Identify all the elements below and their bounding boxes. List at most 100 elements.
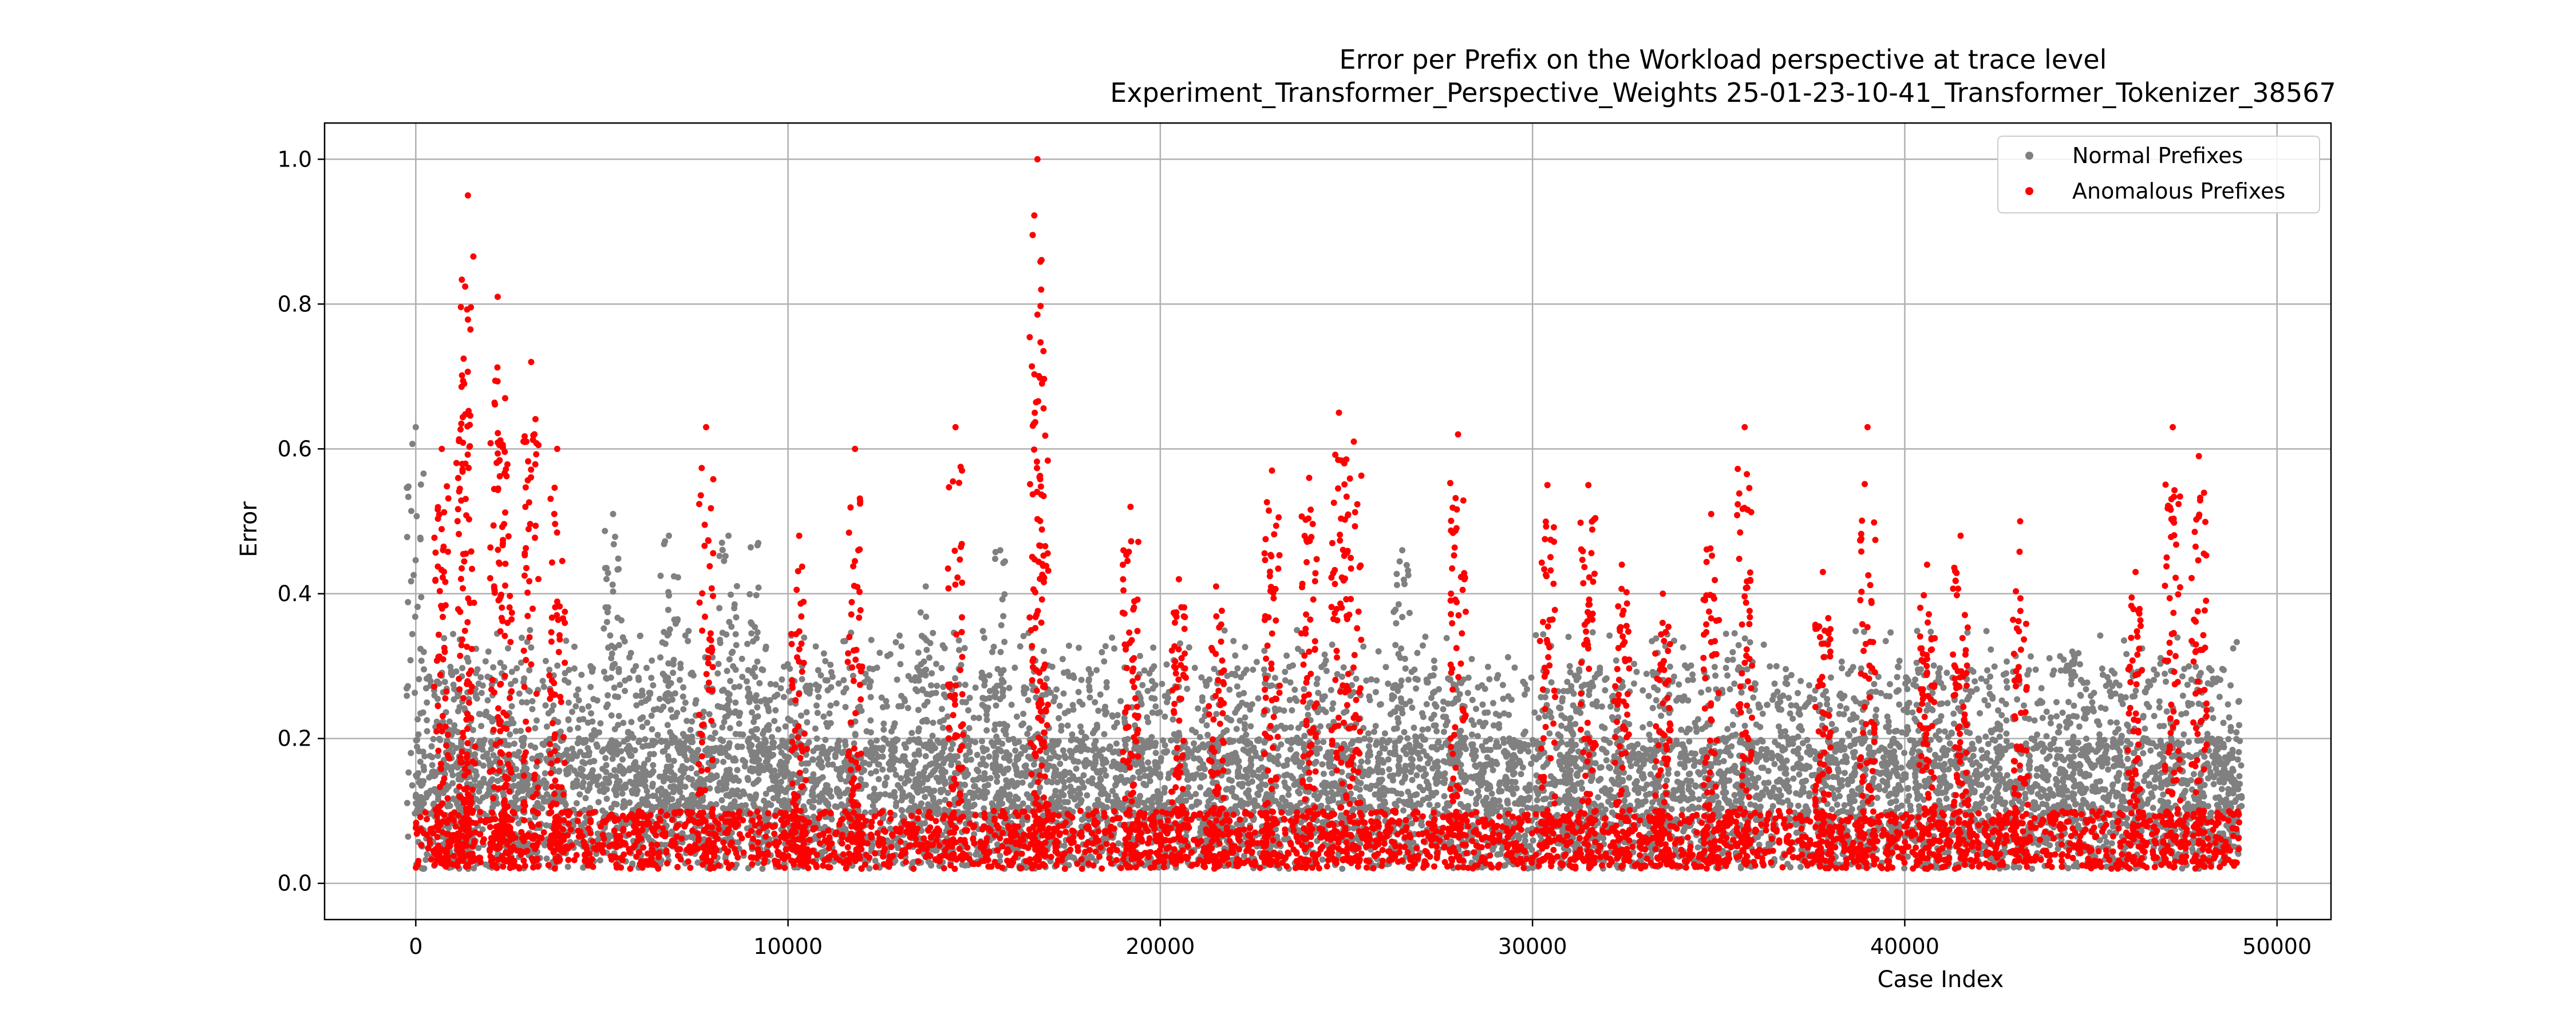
normal-point <box>588 770 595 777</box>
normal-point <box>1520 678 1527 685</box>
normal-point <box>1405 676 1412 683</box>
normal-point <box>1836 793 1843 799</box>
normal-point <box>1484 786 1491 793</box>
normal-point <box>765 708 772 715</box>
normal-point <box>1247 723 1254 730</box>
normal-point <box>726 656 733 663</box>
normal-point <box>1901 865 1908 871</box>
normal-point <box>1415 800 1421 807</box>
normal-point <box>1431 657 1437 664</box>
normal-point <box>1689 676 1696 683</box>
normal-point <box>526 667 533 674</box>
normal-point <box>1356 786 1363 793</box>
normal-point <box>429 754 436 760</box>
normal-point <box>1129 774 1136 781</box>
normal-point <box>1603 749 1610 756</box>
normal-point <box>1057 803 1064 810</box>
normal-point <box>1982 805 1988 812</box>
normal-point <box>478 723 485 730</box>
normal-point <box>1261 666 1267 673</box>
normal-point <box>1499 682 1506 688</box>
normal-point <box>1196 765 1203 772</box>
normal-point <box>415 731 422 738</box>
normal-point <box>903 744 909 751</box>
normal-point <box>512 728 519 735</box>
normal-point <box>2109 802 2116 809</box>
normal-point <box>2038 685 2045 692</box>
normal-point <box>1160 737 1167 744</box>
normal-point <box>1420 714 1427 720</box>
normal-point <box>1329 641 1336 648</box>
normal-point <box>490 664 497 671</box>
normal-point <box>1626 774 1633 781</box>
normal-point <box>1319 856 1326 863</box>
normal-point <box>1771 680 1778 687</box>
normal-point <box>1936 797 1942 804</box>
normal-point <box>2083 686 2089 692</box>
normal-point <box>1603 757 1610 764</box>
normal-point <box>1654 687 1661 694</box>
normal-point <box>1936 762 1943 768</box>
normal-point <box>687 727 694 733</box>
normal-point <box>2184 682 2191 688</box>
normal-point <box>1086 694 1093 701</box>
normal-point <box>1101 731 1108 738</box>
normal-point <box>1095 797 1101 803</box>
normal-point <box>983 727 990 734</box>
normal-point <box>513 665 520 672</box>
normal-point <box>1750 694 1757 701</box>
normal-point <box>715 660 722 667</box>
normal-point <box>1987 673 1994 680</box>
normal-point <box>945 790 951 797</box>
normal-point <box>2107 688 2113 695</box>
normal-point <box>1797 863 1804 870</box>
normal-point <box>801 634 808 641</box>
normal-point <box>2105 766 2112 773</box>
normal-point <box>1043 675 1050 682</box>
normal-point <box>2151 666 2158 673</box>
normal-point <box>1468 656 1475 663</box>
normal-point <box>892 639 899 645</box>
normal-point <box>1790 765 1797 772</box>
normal-point <box>1249 778 1255 785</box>
normal-point <box>2124 755 2131 762</box>
normal-point <box>775 726 782 733</box>
normal-point <box>1290 662 1296 669</box>
normal-point <box>2032 666 2039 673</box>
normal-point <box>1790 775 1797 782</box>
normal-point <box>1371 728 1377 735</box>
normal-point <box>2225 701 2231 708</box>
normal-point <box>810 771 817 778</box>
normal-point <box>2180 731 2187 738</box>
normal-point <box>1946 740 1953 747</box>
normal-point <box>643 664 650 671</box>
normal-point <box>683 756 690 763</box>
normal-point <box>2208 681 2215 688</box>
normal-point <box>1431 744 1437 751</box>
normal-point <box>1490 700 1496 707</box>
normal-point <box>1433 728 1440 735</box>
normal-point <box>891 794 898 801</box>
normal-point <box>1061 799 1068 806</box>
normal-point <box>1907 737 1914 744</box>
normal-point <box>2100 671 2106 678</box>
normal-point <box>2156 723 2163 730</box>
normal-point <box>1261 647 1268 654</box>
normal-point <box>1546 730 1553 737</box>
normal-point <box>1182 762 1188 768</box>
normal-point <box>1787 864 1794 871</box>
normal-point <box>929 670 935 677</box>
normal-point <box>1639 687 1646 694</box>
normal-point <box>2097 632 2104 639</box>
normal-point <box>644 719 651 726</box>
normal-point <box>1839 665 1845 672</box>
normal-point <box>1287 724 1294 731</box>
normal-point <box>596 857 603 863</box>
normal-point <box>1806 790 1813 797</box>
normal-point <box>744 678 750 685</box>
normal-point <box>1912 676 1919 683</box>
normal-point <box>1492 743 1499 750</box>
normal-point <box>1579 785 1586 792</box>
normal-point <box>850 672 856 679</box>
